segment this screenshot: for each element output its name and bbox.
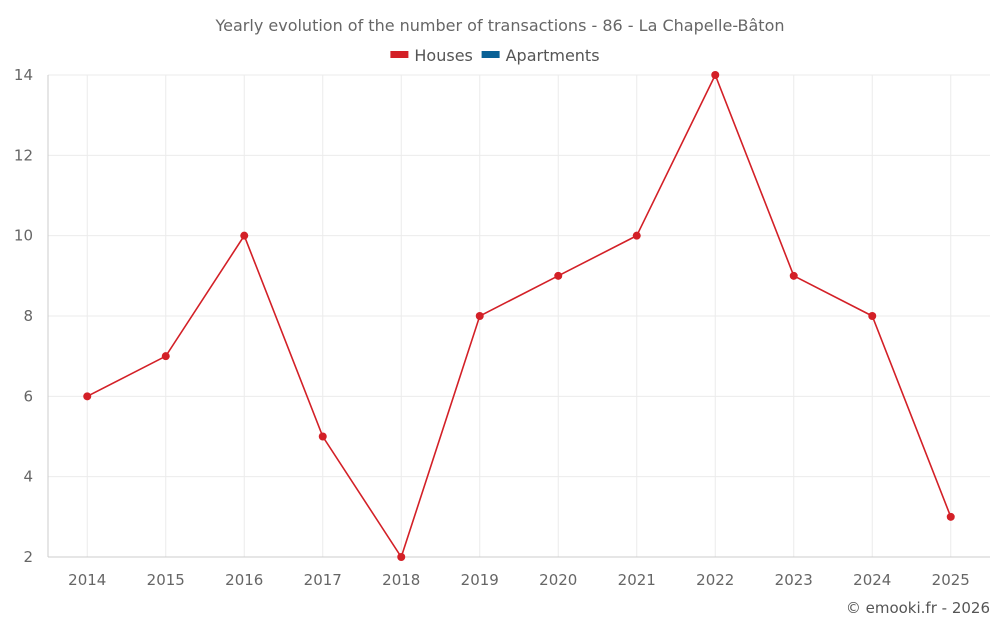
data-point[interactable] (632, 231, 641, 240)
data-point[interactable] (475, 312, 484, 320)
y-tick-label: 6 (23, 387, 33, 405)
data-point[interactable] (554, 271, 563, 280)
credit-text: © emooki.fr - 2026 (845, 599, 990, 617)
data-point[interactable] (397, 553, 406, 561)
y-tick-label: 2 (23, 548, 33, 566)
legend: Houses Apartments (390, 46, 600, 65)
data-point[interactable] (83, 392, 92, 401)
data-point[interactable] (161, 352, 170, 361)
y-tick-label: 4 (23, 468, 33, 486)
x-tick-label: 2025 (932, 571, 970, 589)
x-tick-label: 2016 (225, 571, 263, 589)
chart-title: Yearly evolution of the number of transa… (215, 16, 785, 35)
series (83, 71, 955, 561)
x-tick-label: 2024 (853, 571, 891, 589)
y-tick-label: 14 (14, 66, 33, 84)
x-tick-label: 2023 (775, 571, 813, 589)
x-tick-label: 2021 (618, 571, 656, 589)
data-point[interactable] (868, 312, 877, 320)
grid (48, 74, 990, 557)
data-point[interactable] (318, 432, 327, 441)
x-tick-label: 2017 (304, 571, 342, 589)
x-tick-label: 2014 (68, 571, 106, 589)
y-tick-label: 10 (14, 227, 33, 245)
legend-item-houses[interactable]: Houses (390, 46, 473, 65)
data-point[interactable] (240, 231, 249, 240)
legend-item-apartments[interactable]: Apartments (481, 46, 600, 65)
legend-label: Houses (414, 46, 472, 65)
x-tick-label: 2022 (696, 571, 734, 589)
data-point[interactable] (789, 271, 798, 280)
y-tick-label: 12 (14, 146, 33, 164)
data-point[interactable] (711, 71, 720, 79)
x-tick-label: 2020 (539, 571, 577, 589)
y-tick-label: 8 (23, 307, 33, 325)
axes: 2 4 6 8 10 12 14 2014 2015 2016 2017 2018 2019 2020 20… (14, 66, 990, 589)
legend-label: Apartments (506, 46, 600, 65)
x-tick-label: 2018 (382, 571, 420, 589)
series-line-houses (86, 73, 952, 559)
legend-swatch (481, 51, 500, 58)
x-tick-label: 2015 (147, 571, 185, 589)
x-tick-label: 2019 (461, 571, 499, 589)
data-point[interactable] (946, 512, 955, 521)
legend-swatch (390, 51, 409, 58)
